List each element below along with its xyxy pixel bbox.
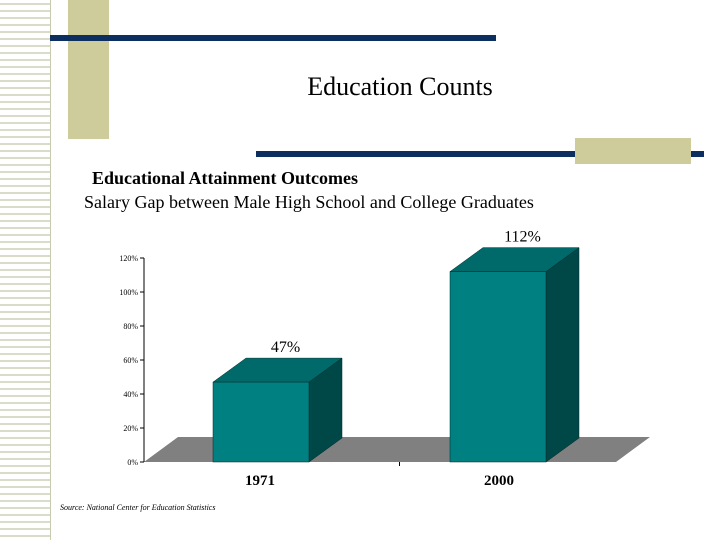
y-tick-label: 40% [123,390,138,399]
y-tick-label: 20% [123,424,138,433]
y-tick-label: 120% [119,254,138,263]
source-note: Source: National Center for Education St… [60,503,216,512]
y-tick-label: 0% [127,458,138,467]
decorative-line-top [50,35,496,41]
chart-heading: Educational Attainment Outcomes [92,168,359,188]
left-stripe-pattern [0,0,51,540]
slide-title: Education Counts [307,72,493,101]
bar-2000 [449,271,547,463]
decorative-block-middle [575,138,691,164]
y-tick-label: 60% [123,356,138,365]
bar-1971 [212,381,310,463]
decorative-line-middle [256,151,704,157]
x-category-label: 2000 [484,473,514,489]
data-label-2000: 112% [504,229,541,246]
data-label-1971: 47% [271,339,300,356]
bar-side-2000 [545,247,580,463]
y-tick-label: 80% [123,322,138,331]
decorative-block-top [68,0,109,139]
x-category-label: 1971 [245,473,275,489]
chart-caption: Salary Gap between Male High School and … [84,192,534,212]
y-tick-label: 100% [119,288,138,297]
